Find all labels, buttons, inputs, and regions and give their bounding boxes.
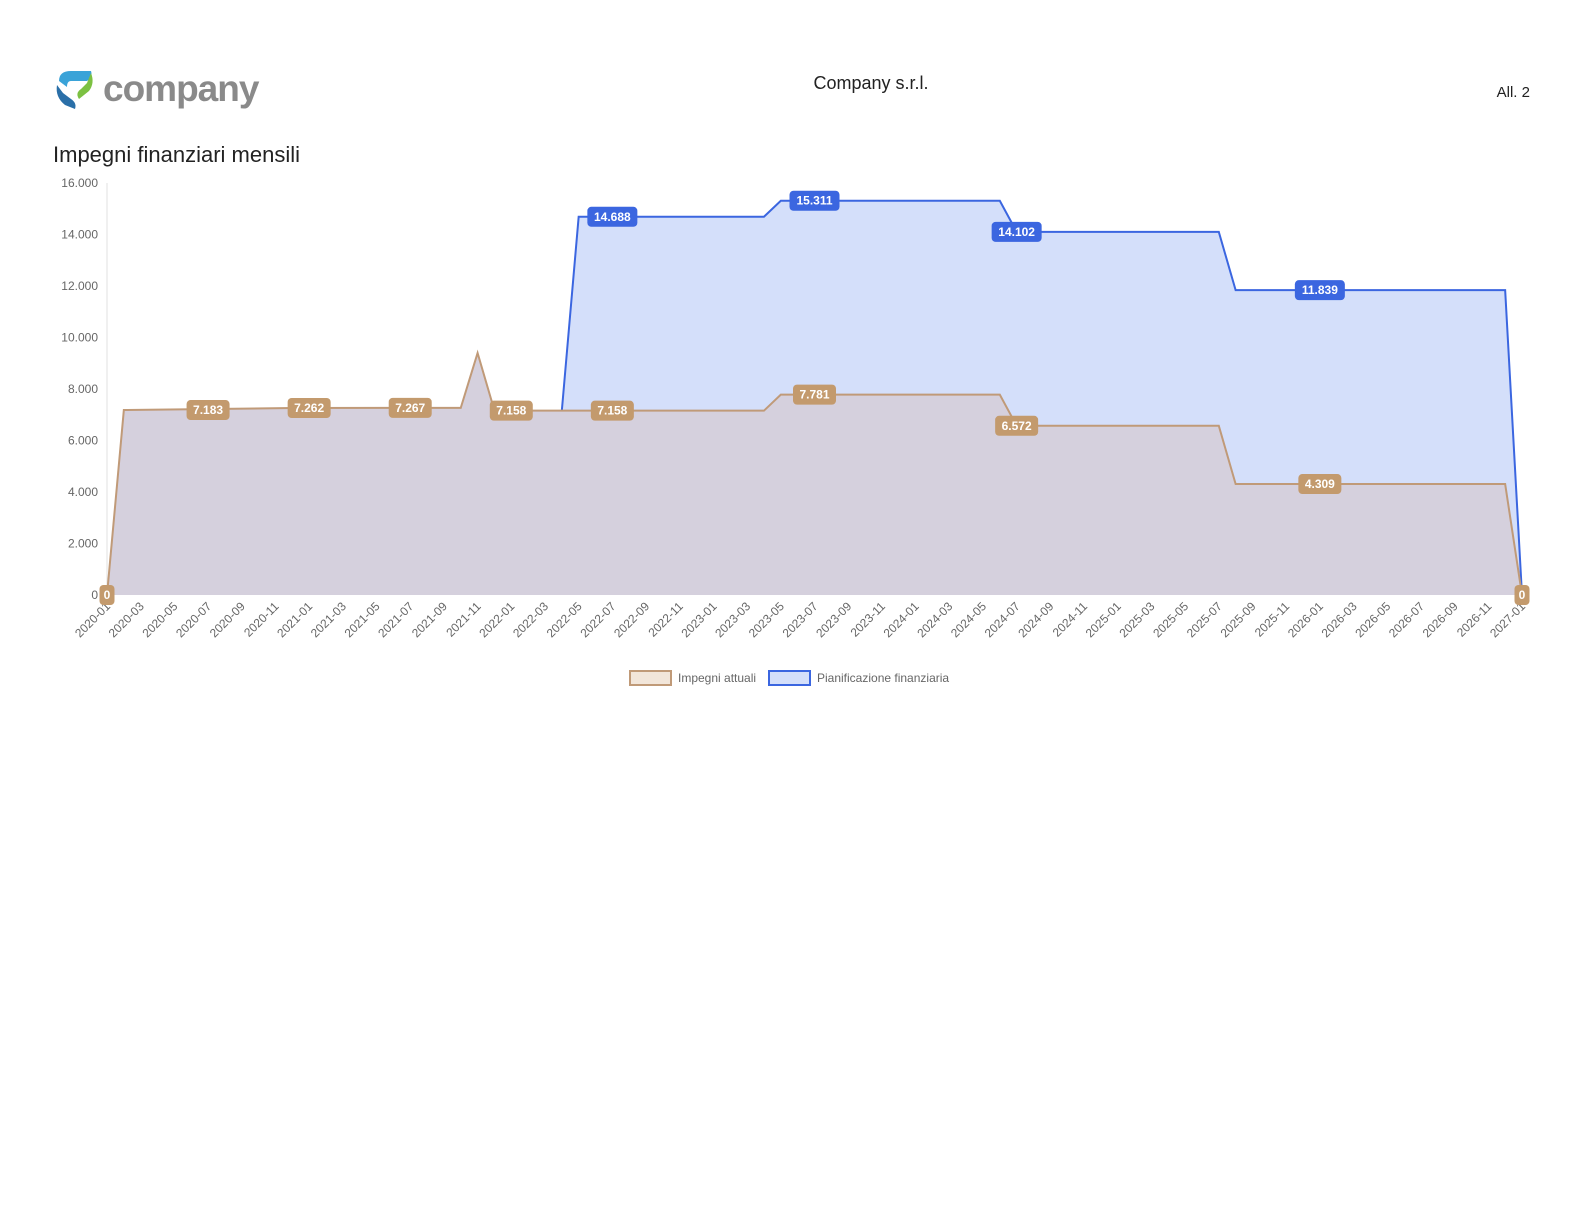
x-tick-label: 2023-05 bbox=[746, 599, 787, 640]
x-tick-label: 2025-09 bbox=[1218, 599, 1259, 640]
y-tick-label: 10.000 bbox=[61, 331, 98, 345]
company-logo: company bbox=[53, 66, 259, 112]
x-tick-label: 2021-07 bbox=[375, 599, 416, 640]
x-tick-label: 2027-01 bbox=[1487, 599, 1528, 640]
x-tick-label: 2024-01 bbox=[881, 599, 922, 640]
x-tick-label: 2026-03 bbox=[1319, 599, 1360, 640]
data-label: 7.781 bbox=[799, 388, 829, 402]
legend-label-impegni: Impegni attuali bbox=[678, 671, 756, 685]
x-tick-label: 2025-11 bbox=[1252, 599, 1293, 640]
x-tick-label: 2022-11 bbox=[645, 599, 686, 640]
x-tick-label: 2024-05 bbox=[948, 599, 989, 640]
legend-label-pianificazione: Pianificazione finanziaria bbox=[817, 671, 949, 685]
y-tick-label: 16.000 bbox=[61, 176, 98, 190]
x-tick-label: 2026-09 bbox=[1420, 599, 1461, 640]
x-tick-label: 2022-03 bbox=[510, 599, 551, 640]
data-label: 15.311 bbox=[796, 194, 832, 208]
x-tick-label: 2025-05 bbox=[1150, 599, 1191, 640]
legend-swatch-pianificazione bbox=[768, 670, 811, 686]
data-label-box bbox=[388, 397, 432, 418]
y-tick-label: 0 bbox=[91, 588, 98, 602]
allegato-label: All. 2 bbox=[1496, 84, 1530, 101]
data-label-box bbox=[99, 585, 115, 605]
data-label-box bbox=[789, 190, 840, 211]
x-tick-label: 2024-09 bbox=[1015, 599, 1056, 640]
data-label: 11.839 bbox=[1302, 283, 1338, 297]
data-label-box bbox=[1298, 474, 1342, 495]
x-tick-label: 2025-03 bbox=[1116, 599, 1157, 640]
data-label: 14.688 bbox=[594, 210, 631, 224]
x-tick-label: 2022-05 bbox=[544, 599, 585, 640]
x-tick-label: 2020-05 bbox=[139, 599, 180, 640]
x-tick-label: 2020-03 bbox=[106, 599, 147, 640]
x-tick-label: 2024-11 bbox=[1050, 599, 1091, 640]
x-tick-label: 2026-07 bbox=[1386, 599, 1427, 640]
x-tick-label: 2024-03 bbox=[914, 599, 955, 640]
data-label-box bbox=[995, 415, 1039, 436]
x-tick-label: 2020-09 bbox=[207, 599, 248, 640]
data-label-box bbox=[1514, 585, 1530, 605]
data-label-box bbox=[587, 206, 638, 227]
data-label-box bbox=[1294, 280, 1345, 301]
data-label-box bbox=[590, 400, 634, 421]
x-tick-label: 2021-09 bbox=[409, 599, 450, 640]
x-tick-label: 2026-11 bbox=[1454, 599, 1495, 640]
data-label: 0 bbox=[104, 588, 111, 602]
data-label-box bbox=[991, 221, 1042, 242]
pianificazione-line bbox=[560, 199, 1523, 596]
x-tick-label: 2025-01 bbox=[1083, 599, 1124, 640]
data-label-box bbox=[287, 398, 331, 419]
x-tick-label: 2020-01 bbox=[72, 599, 113, 640]
y-tick-label: 12.000 bbox=[61, 279, 98, 293]
x-tick-label: 2023-09 bbox=[813, 599, 854, 640]
data-label: 7.158 bbox=[597, 404, 627, 418]
impegni-line bbox=[106, 349, 1523, 596]
area-chart: 0 2.000 4.000 6.000 8.000 10.000 12.000 14.000 1… bbox=[61, 176, 1530, 686]
y-tick-label: 4.000 bbox=[68, 485, 98, 499]
data-label: 7.158 bbox=[496, 404, 526, 418]
y-tick-label: 6.000 bbox=[68, 434, 98, 448]
x-tick-label: 2026-01 bbox=[1285, 599, 1326, 640]
data-label-box bbox=[186, 400, 230, 421]
data-label: 7.267 bbox=[395, 401, 425, 415]
company-name: Company s.r.l. bbox=[813, 73, 929, 93]
x-tick-label: 2021-05 bbox=[342, 599, 383, 640]
y-tick-label: 8.000 bbox=[68, 382, 98, 396]
chart-title: Impegni finanziari mensili bbox=[53, 142, 300, 167]
x-tick-label: 2025-07 bbox=[1184, 599, 1225, 640]
logo-text: company bbox=[103, 68, 259, 109]
data-label: 14.102 bbox=[998, 225, 1035, 239]
data-label-box bbox=[489, 400, 533, 421]
data-label: 7.183 bbox=[193, 403, 223, 417]
data-label: 4.309 bbox=[1305, 477, 1335, 491]
legend-swatch-impegni bbox=[629, 670, 672, 686]
x-tick-label: 2021-11 bbox=[443, 599, 484, 640]
y-tick-label: 14.000 bbox=[61, 228, 98, 242]
x-tick-label: 2021-03 bbox=[308, 599, 349, 640]
data-label: 0 bbox=[1519, 588, 1526, 602]
x-tick-label: 2024-07 bbox=[982, 599, 1023, 640]
x-tick-label: 2022-09 bbox=[611, 599, 652, 640]
data-label: 7.262 bbox=[294, 401, 324, 415]
y-tick-label: 2.000 bbox=[68, 537, 98, 551]
x-tick-label: 2023-07 bbox=[780, 599, 821, 640]
x-tick-label: 2023-01 bbox=[679, 599, 720, 640]
x-tick-label: 2023-11 bbox=[848, 599, 889, 640]
x-tick-label: 2022-01 bbox=[476, 599, 517, 640]
data-label: 6.572 bbox=[1002, 419, 1032, 433]
x-tick-label: 2023-03 bbox=[712, 599, 753, 640]
x-tick-label: 2020-11 bbox=[241, 599, 282, 640]
x-tick-label: 2021-01 bbox=[274, 599, 315, 640]
x-tick-label: 2026-05 bbox=[1352, 599, 1393, 640]
impegni-area bbox=[107, 352, 1522, 595]
x-tick-label: 2022-07 bbox=[577, 599, 618, 640]
data-label-box bbox=[793, 384, 836, 405]
x-tick-label: 2020-07 bbox=[173, 599, 214, 640]
logo-mark-icon bbox=[56, 71, 93, 109]
